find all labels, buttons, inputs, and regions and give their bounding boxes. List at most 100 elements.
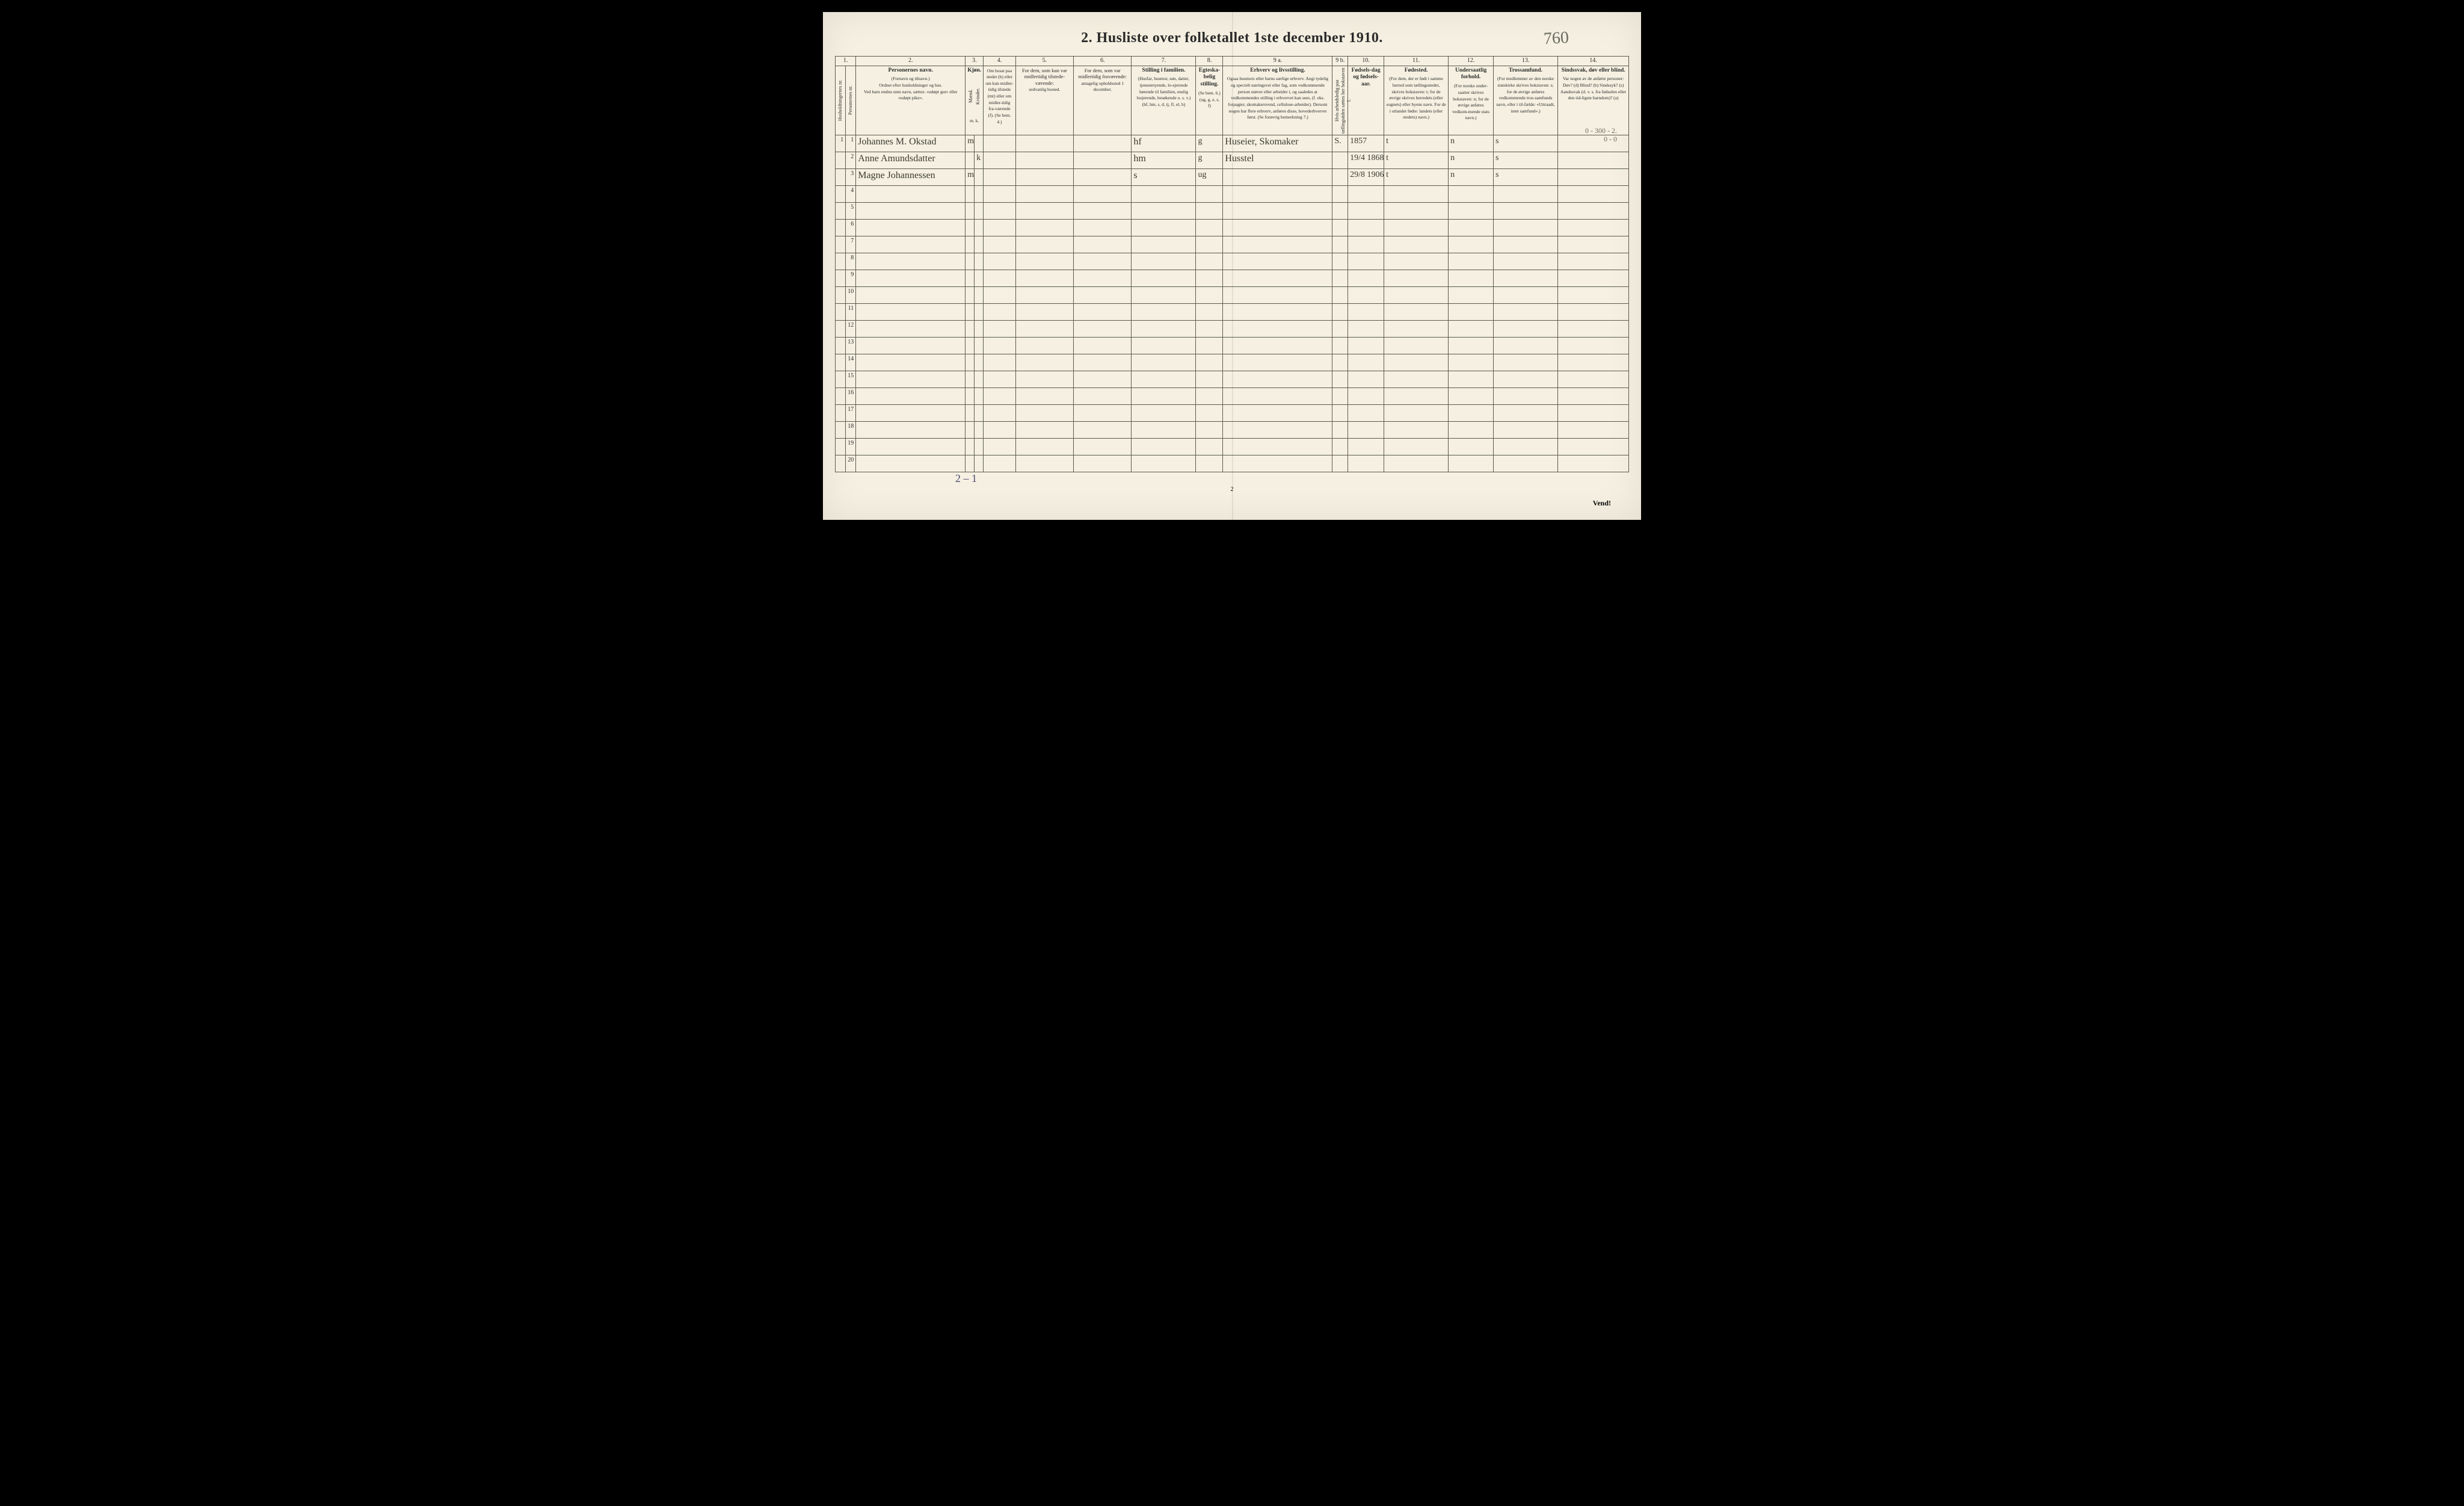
cell-person-nr: 1: [846, 135, 856, 152]
cell-temp-absent: [1074, 253, 1132, 270]
cell-dob: 1857: [1348, 135, 1384, 152]
cell-temp-present: [1015, 152, 1073, 168]
cell-name: [856, 354, 966, 371]
cell-residence: [984, 152, 1016, 168]
cell-temp-present: [1015, 337, 1073, 354]
cell-name: Anne Amundsdatter: [856, 152, 966, 168]
cell-dob: [1348, 404, 1384, 421]
cell-temp-present: [1015, 421, 1073, 438]
cell-birthplace: [1384, 270, 1449, 286]
cell-sex-k: [975, 371, 984, 387]
cell-household-nr: 1: [836, 135, 846, 152]
cell-dob: [1348, 185, 1384, 202]
cell-name: [856, 438, 966, 455]
cell-marital: [1196, 185, 1223, 202]
cell-nationality: [1449, 303, 1494, 320]
cell-temp-absent: [1074, 371, 1132, 387]
table-row: 15: [836, 371, 1629, 387]
cell-nationality: [1449, 286, 1494, 303]
cell-unemployed: S.: [1332, 135, 1348, 152]
cell-temp-absent: [1074, 354, 1132, 371]
table-row: 13: [836, 337, 1629, 354]
cell-birthplace: [1384, 320, 1449, 337]
cell-temp-absent: [1074, 387, 1132, 404]
col-num-6: 6.: [1074, 57, 1132, 66]
cell-occupation: Husstel: [1223, 152, 1332, 168]
cell-residence: [984, 455, 1016, 472]
cell-sex-k: [975, 455, 984, 472]
cell-birthplace: [1384, 455, 1449, 472]
cell-temp-absent: [1074, 236, 1132, 253]
cell-family-pos: [1132, 303, 1196, 320]
cell-person-nr: 9: [846, 270, 856, 286]
cell-dob: [1348, 303, 1384, 320]
cell-dob: [1348, 253, 1384, 270]
cell-unemployed: [1332, 455, 1348, 472]
cell-birthplace: [1384, 337, 1449, 354]
cell-temp-present: [1015, 303, 1073, 320]
table-row: 19: [836, 438, 1629, 455]
cell-temp-present: [1015, 354, 1073, 371]
cell-marital: [1196, 404, 1223, 421]
page-title: 2. Husliste over folketallet 1ste decemb…: [1081, 30, 1383, 46]
cell-residence: [984, 219, 1016, 236]
cell-nationality: [1449, 421, 1494, 438]
cell-dob: [1348, 219, 1384, 236]
cell-temp-absent: [1074, 219, 1132, 236]
cell-disability: [1558, 421, 1629, 438]
cell-occupation: [1223, 438, 1332, 455]
cell-person-nr: 8: [846, 253, 856, 270]
cell-disability: [1558, 320, 1629, 337]
cell-religion: [1494, 404, 1558, 421]
hdr-birthplace-strong: Fødested.: [1386, 67, 1446, 75]
cell-person-nr: 18: [846, 421, 856, 438]
cell-marital: [1196, 303, 1223, 320]
col-num-12: 12.: [1449, 57, 1494, 66]
cell-temp-absent: [1074, 337, 1132, 354]
cell-marital: g: [1196, 152, 1223, 168]
cell-occupation: [1223, 320, 1332, 337]
cell-birthplace: [1384, 438, 1449, 455]
cell-unemployed: [1332, 270, 1348, 286]
cell-family-pos: hf: [1132, 135, 1196, 152]
cell-temp-present: [1015, 320, 1073, 337]
cell-nationality: [1449, 337, 1494, 354]
cell-birthplace: [1384, 219, 1449, 236]
cell-family-pos: [1132, 404, 1196, 421]
cell-residence: [984, 135, 1016, 152]
cell-unemployed: [1332, 286, 1348, 303]
cell-sex-m: [966, 286, 975, 303]
cell-residence: [984, 270, 1016, 286]
col-num-9a: 9 a.: [1223, 57, 1332, 66]
table-row: 6: [836, 219, 1629, 236]
cell-occupation: [1223, 185, 1332, 202]
cell-occupation: [1223, 421, 1332, 438]
cell-unemployed: [1332, 387, 1348, 404]
header-main-row: Husholdningernes nr. Personernes nr. Per…: [836, 66, 1629, 135]
cell-household-nr: [836, 236, 846, 253]
cell-temp-present: [1015, 286, 1073, 303]
hdr-sex: Kjøn. Mænd. Kvinder. m. k.: [966, 66, 984, 135]
cell-disability: [1558, 303, 1629, 320]
table-row: 18: [836, 421, 1629, 438]
cell-sex-m: [966, 337, 975, 354]
cell-person-nr: 16: [846, 387, 856, 404]
cell-sex-k: [975, 219, 984, 236]
table-row: 20: [836, 455, 1629, 472]
hdr-disability-strong: Sindssvak, døv eller blind.: [1560, 67, 1627, 75]
cell-dob: [1348, 371, 1384, 387]
cell-nationality: [1449, 354, 1494, 371]
cell-name: [856, 286, 966, 303]
cell-family-pos: [1132, 253, 1196, 270]
cell-temp-absent: [1074, 152, 1132, 168]
cell-disability: [1558, 152, 1629, 168]
hdr-name-sub2: Ordnet efter husholdninger og hus.: [879, 82, 942, 88]
cell-disability: [1558, 286, 1629, 303]
hdr-marital-strong: Egteska-belig stilling.: [1198, 67, 1221, 89]
hdr-nationality-sub: (For norske under-saatter skrives boksta…: [1452, 83, 1489, 120]
cell-unemployed: [1332, 438, 1348, 455]
hdr-temp-present-strong: For dem, som kun var midlertidig tilsted…: [1022, 67, 1067, 86]
cell-marital: ug: [1196, 168, 1223, 185]
hdr-sex-mk: m. k.: [970, 118, 979, 123]
cell-nationality: [1449, 202, 1494, 219]
